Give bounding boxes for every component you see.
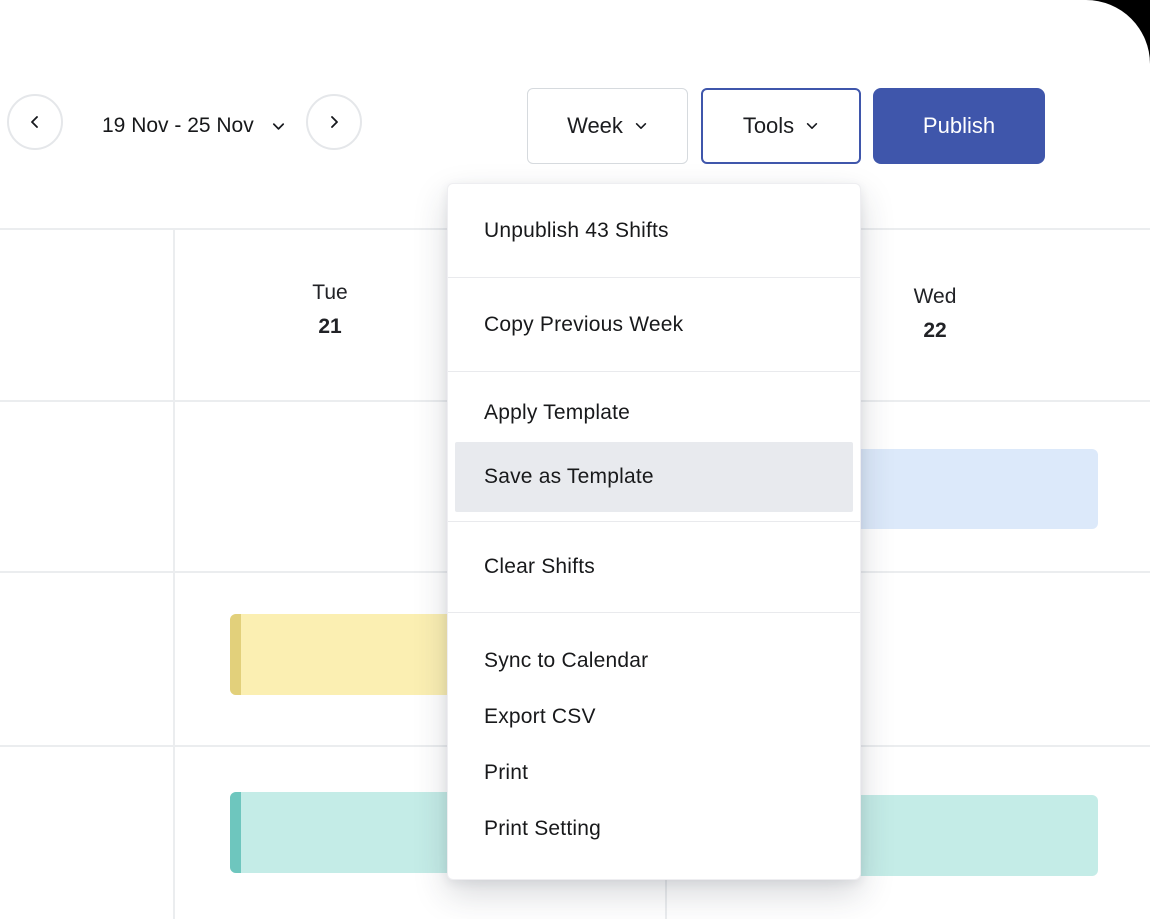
tools-dropdown-menu: Unpublish 43 Shifts Copy Previous Week A…: [447, 183, 861, 880]
tools-label: Tools: [742, 113, 795, 138]
menu-section: Sync to Calendar Export CSV Print Print …: [448, 612, 860, 879]
next-week-button[interactable]: [306, 94, 362, 150]
menu-item-unpublish-shifts[interactable]: Unpublish 43 Shifts: [484, 218, 669, 242]
day-header-tue: Tue 21: [250, 281, 410, 339]
chevron-down-icon: [634, 119, 648, 133]
publish-button[interactable]: Publish: [873, 88, 1045, 164]
menu-item-apply-template[interactable]: Apply Template: [484, 401, 630, 424]
weekday-label: Wed: [913, 285, 957, 308]
menu-item-save-as-template[interactable]: Save as Template: [455, 442, 853, 512]
shift-accent-stripe: [230, 792, 241, 873]
menu-item-export-csv[interactable]: Export CSV: [484, 705, 596, 728]
day-header-wed: Wed 22: [855, 285, 1015, 343]
chevron-down-icon: [805, 119, 819, 133]
menu-item-print[interactable]: Print: [484, 761, 529, 784]
chevron-left-icon: [27, 114, 43, 130]
shift-accent-stripe: [230, 614, 241, 695]
tools-button[interactable]: Tools: [701, 88, 861, 164]
menu-item-clear-shifts[interactable]: Clear Shifts: [484, 555, 595, 578]
weekday-label: Tue: [312, 281, 348, 304]
menu-section: Unpublish 43 Shifts: [448, 184, 860, 277]
menu-section: Apply Template Save as Template: [448, 371, 860, 521]
date-label: 21: [318, 315, 342, 338]
chevron-right-icon: [326, 114, 342, 130]
menu-item-copy-previous-week[interactable]: Copy Previous Week: [484, 312, 684, 336]
date-label: 22: [923, 319, 947, 342]
week-view-label: Week: [567, 113, 623, 138]
prev-week-button[interactable]: [7, 94, 63, 150]
grid-line-v: [173, 228, 175, 919]
date-range-label: 19 Nov - 25 Nov: [102, 114, 254, 137]
week-view-button[interactable]: Week: [527, 88, 688, 164]
menu-item-sync-to-calendar[interactable]: Sync to Calendar: [484, 649, 649, 672]
menu-item-print-setting[interactable]: Print Setting: [484, 817, 601, 840]
chevron-down-icon: [271, 119, 286, 134]
menu-section: Clear Shifts: [448, 521, 860, 612]
date-range-selector[interactable]: 19 Nov - 25 Nov: [102, 100, 286, 152]
menu-section: Copy Previous Week: [448, 277, 860, 371]
